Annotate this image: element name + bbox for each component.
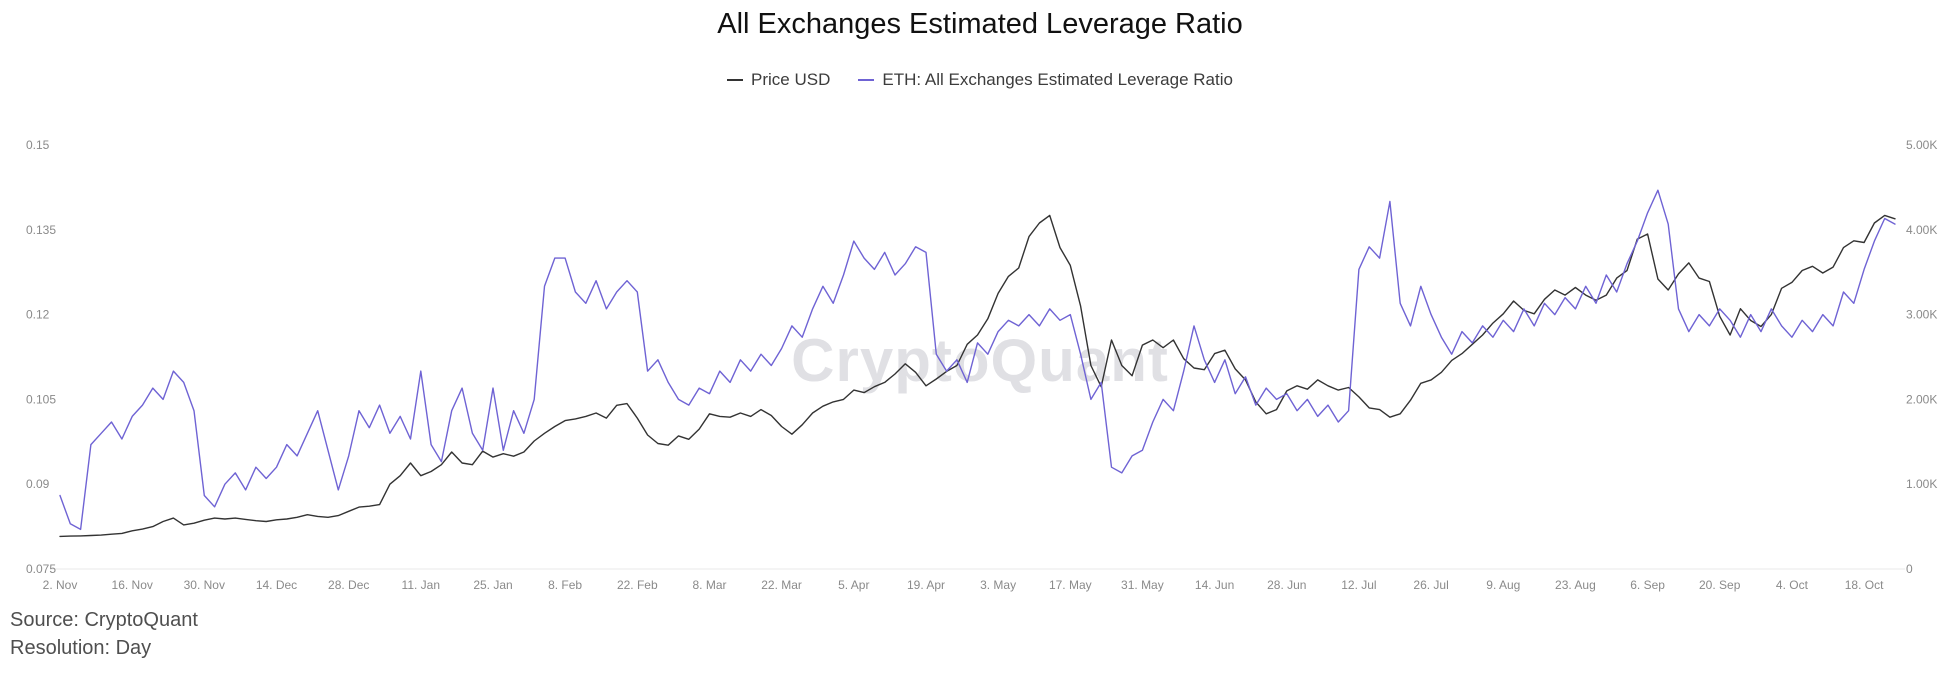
legend-item-leverage-ratio[interactable]: ETH: All Exchanges Estimated Leverage Ra… bbox=[858, 70, 1233, 90]
x-axis-tick-label: 22. Mar bbox=[761, 578, 802, 592]
x-axis-tick-label: 19. Apr bbox=[907, 578, 945, 592]
left-axis-tick-label: 0.105 bbox=[26, 392, 56, 406]
x-axis-tick-label: 14. Jun bbox=[1195, 578, 1234, 592]
right-axis-tick-label: 4.00K bbox=[1906, 223, 1937, 237]
chart-legend: Price USD ETH: All Exchanges Estimated L… bbox=[0, 70, 1960, 90]
x-axis-tick-label: 6. Sep bbox=[1630, 578, 1665, 592]
x-axis-tick-label: 28. Jun bbox=[1267, 578, 1306, 592]
x-axis-tick-label: 14. Dec bbox=[256, 578, 297, 592]
x-axis-tick-label: 31. May bbox=[1121, 578, 1164, 592]
price-line-swatch-icon bbox=[727, 79, 744, 81]
x-axis-tick-label: 26. Jul bbox=[1413, 578, 1448, 592]
x-axis-tick-label: 2. Nov bbox=[43, 578, 78, 592]
x-axis-tick-label: 5. Apr bbox=[838, 578, 869, 592]
chart-footer: Source: CryptoQuant Resolution: Day bbox=[10, 606, 198, 662]
x-axis-tick-label: 28. Dec bbox=[328, 578, 369, 592]
legend-label-leverage-ratio: ETH: All Exchanges Estimated Leverage Ra… bbox=[882, 70, 1233, 89]
x-axis-tick-label: 18. Oct bbox=[1845, 578, 1884, 592]
legend-label-price-usd: Price USD bbox=[751, 70, 831, 89]
left-axis-tick-label: 0.135 bbox=[26, 223, 56, 237]
left-axis-tick-label: 0.09 bbox=[26, 477, 50, 491]
x-axis-tick-label: 12. Jul bbox=[1341, 578, 1376, 592]
right-axis-tick-label: 3.00K bbox=[1906, 308, 1937, 322]
left-axis-tick-label: 0.12 bbox=[26, 308, 50, 322]
right-axis-tick-label: 1.00K bbox=[1906, 477, 1937, 491]
left-axis-tick-label: 0.075 bbox=[26, 562, 56, 576]
x-axis-tick-label: 3. May bbox=[980, 578, 1016, 592]
x-axis-tick-label: 23. Aug bbox=[1555, 578, 1596, 592]
x-axis-tick-label: 4. Oct bbox=[1776, 578, 1809, 592]
leverage-ratio-line bbox=[59, 189, 1896, 531]
x-axis-tick-label: 8. Feb bbox=[548, 578, 582, 592]
x-axis-tick-label: 9. Aug bbox=[1486, 578, 1520, 592]
x-axis-tick-label: 8. Mar bbox=[692, 578, 726, 592]
resolution-text: Resolution: Day bbox=[10, 637, 152, 659]
x-axis-tick-label: 17. May bbox=[1049, 578, 1092, 592]
x-axis-tick-label: 25. Jan bbox=[473, 578, 512, 592]
right-axis-tick-label: 5.00K bbox=[1906, 138, 1937, 152]
chart-title: All Exchanges Estimated Leverage Ratio bbox=[717, 8, 1243, 40]
price-usd-line bbox=[59, 214, 1896, 538]
source-text: Source: CryptoQuant bbox=[10, 609, 198, 631]
x-axis-tick-label: 22. Feb bbox=[617, 578, 658, 592]
right-axis-tick-label: 0 bbox=[1906, 562, 1913, 576]
x-axis-tick-label: 30. Nov bbox=[184, 578, 225, 592]
x-axis-tick-label: 11. Jan bbox=[402, 578, 440, 592]
right-axis-tick-label: 2.00K bbox=[1906, 392, 1937, 406]
leverage-line-swatch-icon bbox=[858, 79, 875, 81]
left-axis-tick-label: 0.15 bbox=[26, 138, 50, 152]
x-axis-tick-label: 16. Nov bbox=[112, 578, 153, 592]
legend-item-price-usd[interactable]: Price USD bbox=[727, 70, 830, 90]
x-axis-tick-label: 20. Sep bbox=[1699, 578, 1741, 592]
